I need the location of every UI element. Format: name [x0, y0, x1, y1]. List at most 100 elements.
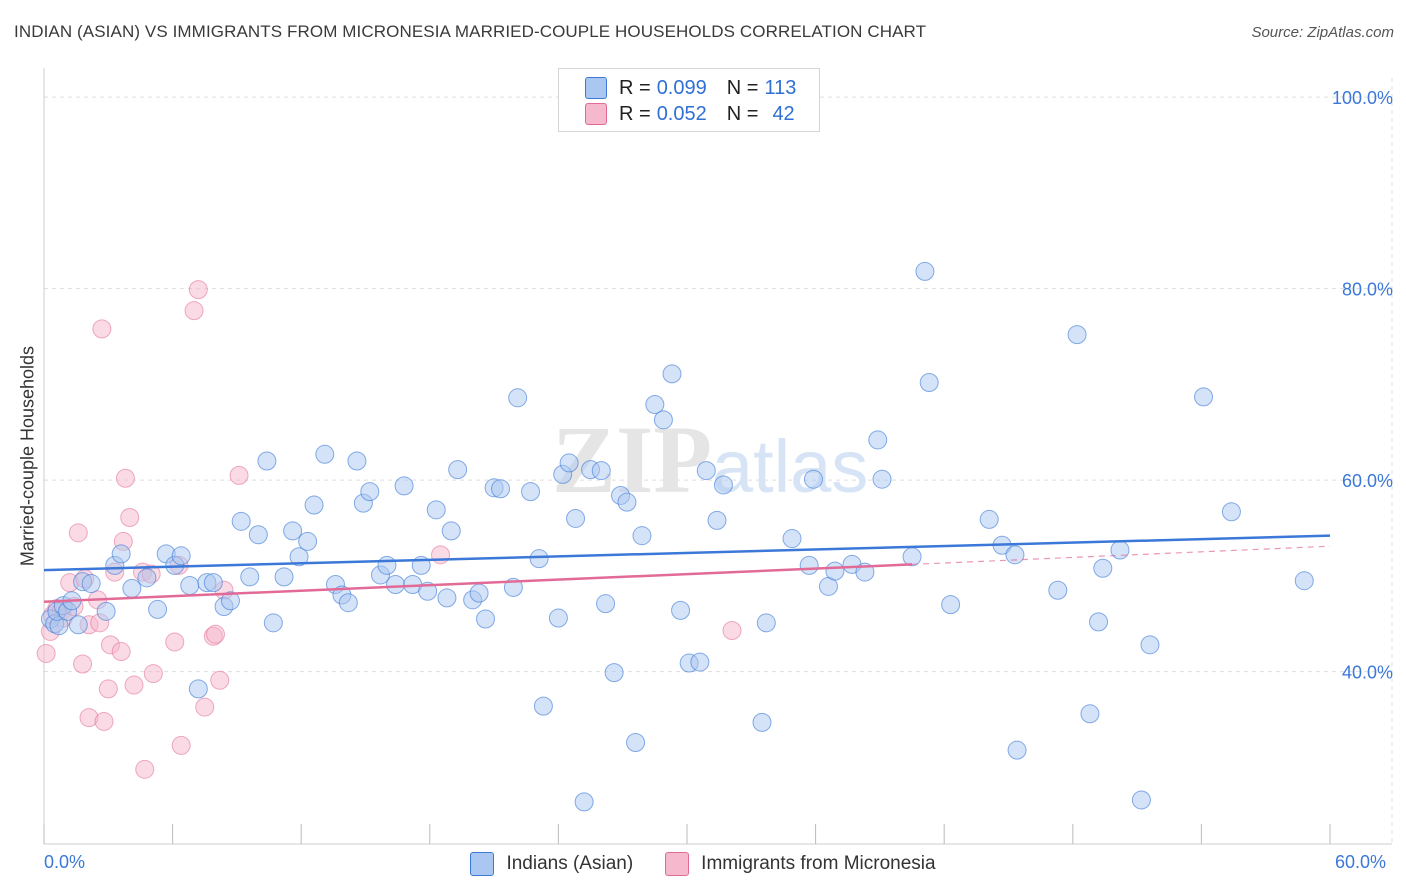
- point-indians: [671, 600, 691, 620]
- point-indians: [304, 495, 324, 515]
- point-indians: [707, 510, 727, 530]
- legend-r-label: R =: [619, 102, 651, 125]
- point-indians: [257, 451, 277, 471]
- point-micronesia: [188, 280, 208, 300]
- legend-n-label: N =: [726, 102, 759, 125]
- point-indians: [645, 395, 665, 415]
- point-indians: [441, 521, 461, 541]
- point-indians: [315, 444, 335, 464]
- point-indians: [122, 578, 142, 598]
- point-indians: [338, 593, 358, 613]
- point-indians: [799, 555, 819, 575]
- point-indians: [148, 599, 168, 619]
- legend-r-value: 0.052: [656, 102, 707, 125]
- point-indians: [1048, 580, 1068, 600]
- point-indians: [1131, 790, 1151, 810]
- point-indians: [1080, 704, 1100, 724]
- point-indians: [377, 555, 397, 575]
- y-tick-label: 60.0%: [1342, 471, 1393, 491]
- point-micronesia: [171, 735, 191, 755]
- point-indians: [690, 652, 710, 672]
- point-indians: [566, 508, 586, 528]
- point-indians: [394, 476, 414, 496]
- x-tick-label-min: 0.0%: [44, 852, 86, 872]
- trend-line-micronesia: [43, 563, 913, 604]
- axes: [43, 68, 1392, 845]
- point-indians: [617, 492, 637, 512]
- point-indians: [386, 575, 406, 595]
- point-indians: [220, 591, 240, 611]
- point-indians: [171, 546, 191, 566]
- legend-swatch-blue: [585, 77, 607, 99]
- legend-item-indians[interactable]: Indians (Asian): [470, 852, 633, 876]
- trend-lines: [43, 534, 1331, 604]
- point-indians: [248, 525, 268, 545]
- point-indians: [1110, 540, 1130, 560]
- source-label: Source: ZipAtlas.com: [1251, 24, 1394, 41]
- point-indians: [752, 712, 772, 732]
- legend-swatch-pink: [585, 103, 607, 125]
- legend-n-value: 42: [772, 102, 795, 125]
- watermark: ZIP atlas: [552, 406, 868, 513]
- point-micronesia: [184, 301, 204, 321]
- legend-swatch-pink: [665, 852, 690, 876]
- point-indians: [825, 561, 845, 581]
- y-axis-label: Married-couple Households: [17, 345, 38, 567]
- point-indians: [283, 521, 303, 541]
- point-micronesia: [135, 759, 155, 779]
- point-indians: [180, 575, 200, 595]
- point-micronesia: [229, 465, 249, 485]
- point-indians: [508, 388, 528, 408]
- point-indians: [919, 372, 939, 392]
- point-micronesia: [143, 664, 163, 684]
- point-micronesia: [94, 711, 114, 731]
- point-indians: [1005, 545, 1025, 565]
- point-indians: [529, 549, 549, 569]
- point-indians: [626, 733, 646, 753]
- point-indians: [591, 461, 611, 481]
- point-indians: [203, 573, 223, 593]
- point-indians: [803, 469, 823, 489]
- chart-title: INDIAN (ASIAN) VS IMMIGRANTS FROM MICRON…: [14, 22, 927, 41]
- point-indians: [231, 511, 251, 531]
- point-indians: [263, 613, 283, 633]
- series-indians-points: [40, 261, 1314, 812]
- point-indians: [81, 574, 101, 594]
- point-micronesia: [115, 468, 135, 488]
- point-indians: [713, 475, 733, 495]
- point-indians: [448, 460, 468, 480]
- y-tick-label: 40.0%: [1342, 663, 1393, 683]
- legend-n-value: 113: [764, 76, 797, 99]
- point-micronesia: [111, 642, 131, 662]
- point-indians: [533, 696, 553, 716]
- point-indians: [111, 544, 131, 564]
- point-indians: [437, 588, 457, 608]
- point-indians: [1007, 740, 1027, 760]
- legend-row-micronesia: R = 0.052 N = 42: [585, 102, 801, 126]
- point-indians: [941, 595, 961, 615]
- legend-label-micronesia: Immigrants from Micronesia: [701, 853, 936, 874]
- point-indians: [604, 663, 624, 683]
- point-indians: [559, 453, 579, 473]
- point-indians: [521, 482, 541, 502]
- trend-line-micronesia-extrapolated: [912, 545, 1331, 566]
- point-indians: [1294, 571, 1314, 591]
- point-micronesia: [68, 523, 88, 543]
- point-indians: [872, 469, 892, 489]
- point-indians: [1089, 612, 1109, 632]
- legend-n-label: N =: [726, 76, 759, 99]
- point-indians: [696, 461, 716, 481]
- legend-item-micronesia[interactable]: Immigrants from Micronesia: [665, 852, 936, 876]
- point-indians: [1194, 387, 1214, 407]
- x-tick-label-max: 60.0%: [1335, 852, 1387, 872]
- point-micronesia: [205, 624, 225, 644]
- point-indians: [469, 583, 489, 603]
- point-micronesia: [722, 620, 742, 640]
- point-indians: [915, 261, 935, 281]
- point-indians: [902, 547, 922, 567]
- point-micronesia: [210, 670, 230, 690]
- point-indians: [289, 547, 309, 567]
- point-indians: [632, 526, 652, 546]
- point-indians: [782, 529, 802, 549]
- point-indians: [274, 567, 294, 587]
